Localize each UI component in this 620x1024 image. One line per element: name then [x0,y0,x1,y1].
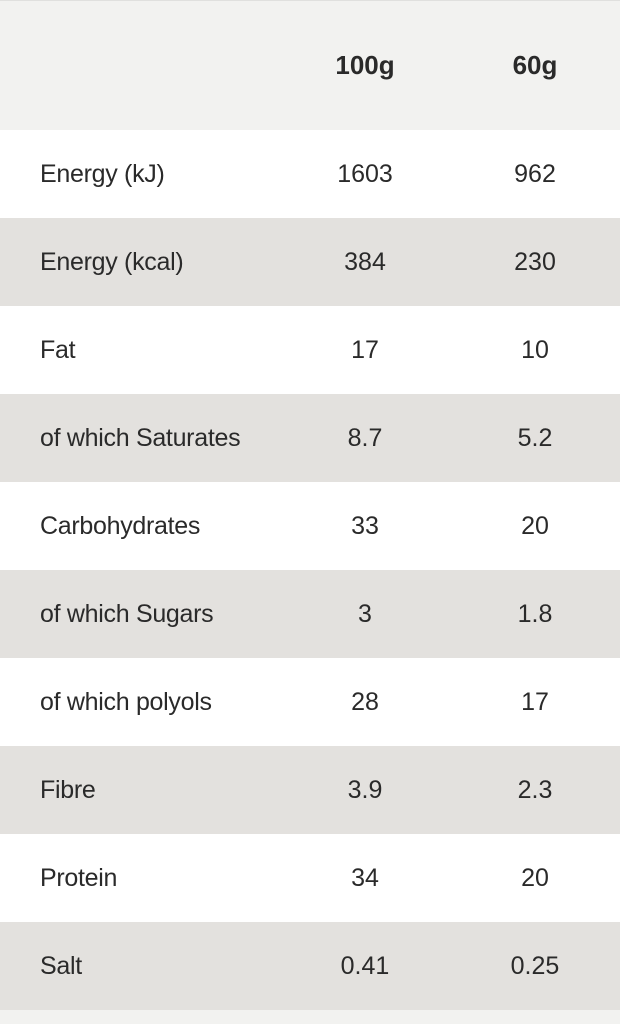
table-row: Energy (kcal) 384 230 [0,218,620,306]
table-row: Salt 0.41 0.25 [0,922,620,1010]
row-value-100g: 8.7 [280,424,450,453]
row-label: Carbohydrates [0,512,280,541]
table-row: of which Sugars 3 1.8 [0,570,620,658]
row-value-100g: 34 [280,864,450,893]
table-row: Fat 17 10 [0,306,620,394]
row-value-60g: 1.8 [450,600,620,629]
row-value-100g: 3.9 [280,776,450,805]
row-value-100g: 33 [280,512,450,541]
row-value-100g: 17 [280,336,450,365]
row-value-60g: 20 [450,512,620,541]
table-row: Carbohydrates 33 20 [0,482,620,570]
row-label: Salt [0,952,280,981]
row-label: Fat [0,336,280,365]
table-row: Fibre 3.9 2.3 [0,746,620,834]
table-row: Energy (kJ) 1603 962 [0,130,620,218]
row-label: Protein [0,864,280,893]
row-value-100g: 0.41 [280,952,450,981]
row-label: Energy (kcal) [0,248,280,277]
table-row: of which Saturates 8.7 5.2 [0,394,620,482]
row-label: Energy (kJ) [0,160,280,189]
table-header-row: 100g 60g [0,0,620,130]
nutrition-table: 100g 60g Energy (kJ) 1603 962 Energy (kc… [0,0,620,1010]
row-value-60g: 0.25 [450,952,620,981]
row-label: of which polyols [0,688,280,717]
table-row: of which polyols 28 17 [0,658,620,746]
row-value-100g: 1603 [280,160,450,189]
row-value-60g: 17 [450,688,620,717]
row-value-60g: 962 [450,160,620,189]
column-header-100g: 100g [280,50,450,81]
row-value-60g: 20 [450,864,620,893]
row-value-60g: 5.2 [450,424,620,453]
row-label: Fibre [0,776,280,805]
row-value-60g: 2.3 [450,776,620,805]
row-value-60g: 10 [450,336,620,365]
row-value-100g: 3 [280,600,450,629]
column-header-60g: 60g [450,50,620,81]
row-value-100g: 28 [280,688,450,717]
row-value-60g: 230 [450,248,620,277]
table-row: Protein 34 20 [0,834,620,922]
row-label: of which Saturates [0,424,280,453]
row-value-100g: 384 [280,248,450,277]
row-label: of which Sugars [0,600,280,629]
